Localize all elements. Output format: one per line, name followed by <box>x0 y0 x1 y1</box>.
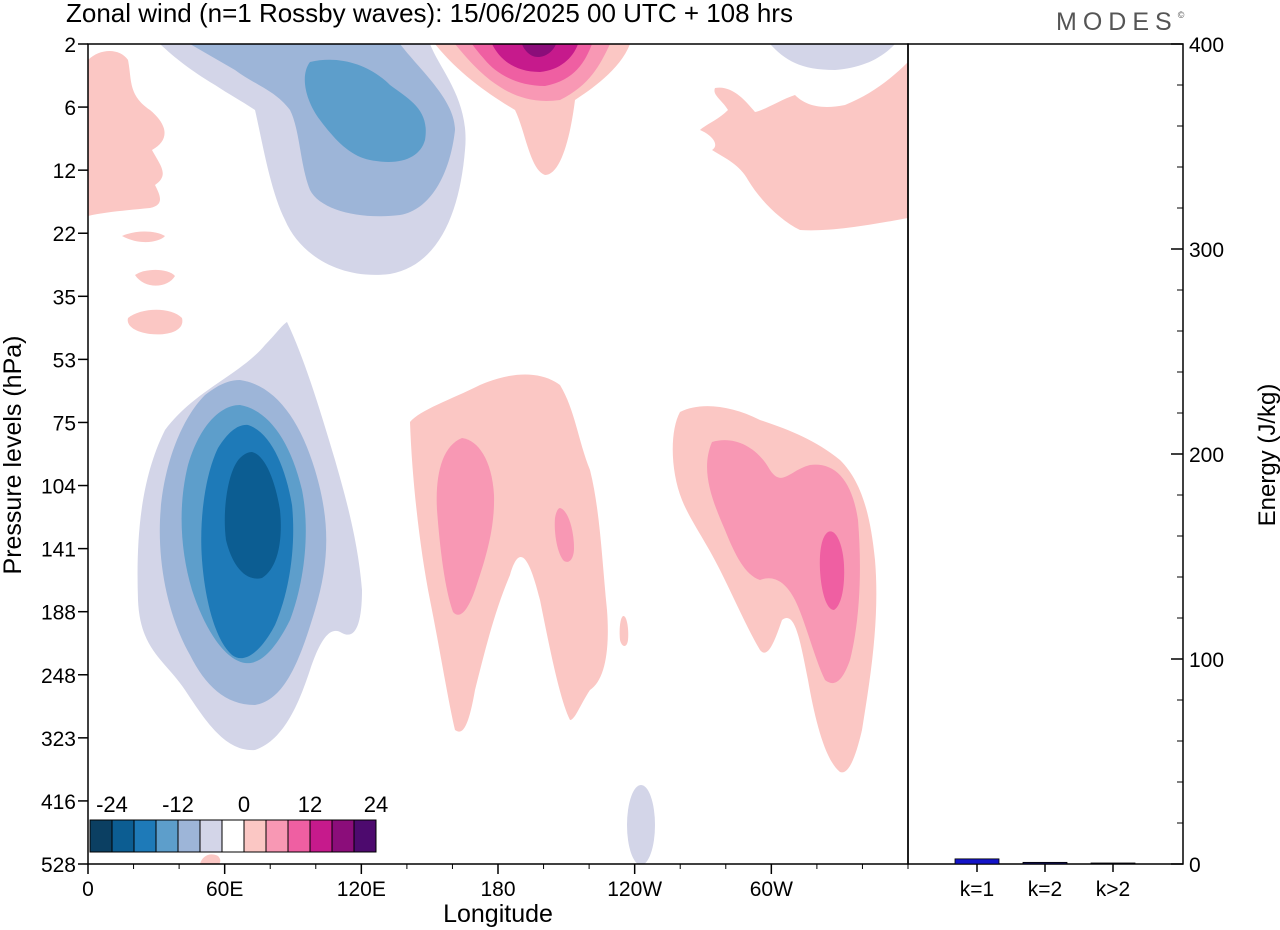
contour-pos-bottom <box>200 854 221 864</box>
colorbar-swatch <box>177 819 201 853</box>
y-tick-label: 141 <box>41 539 76 562</box>
energy-bar-k=2 <box>1022 861 1068 865</box>
energy-tick-label: 100 <box>1189 649 1224 672</box>
colorbar-swatch <box>243 819 267 853</box>
contour-pos-top-4 <box>492 44 578 72</box>
y-axis-label: Pressure levels (hPa) <box>0 336 27 575</box>
colorbar-swatch <box>265 819 289 853</box>
colorbar-tick-label: 12 <box>298 792 322 817</box>
energy-tick-label: 0 <box>1189 854 1201 877</box>
colorbar-tick-label: -24 <box>96 792 128 817</box>
y-tick-label: 6 <box>64 97 76 120</box>
colorbar-swatch <box>221 819 245 853</box>
contour-pos-left-1 <box>88 51 165 216</box>
energy-axis-ticks: 0 100 200 300 400 <box>1171 34 1224 877</box>
colorbar-swatch <box>331 819 355 853</box>
energy-tick-label: 200 <box>1189 444 1224 467</box>
x-axis-ticks: 0 60E 120E 180 120W 60W <box>82 864 909 901</box>
contour-neg-upper-3 <box>304 59 426 162</box>
energy-tick-label: 300 <box>1189 239 1224 262</box>
contour-pos-mid-2 <box>436 438 495 615</box>
contour-pos-right-4 <box>819 531 845 610</box>
colorbar-swatch <box>133 819 157 853</box>
colorbar-tick-label: 24 <box>364 792 388 817</box>
contour-neg-upper-5 <box>770 44 895 70</box>
contour-pos-mid-4 <box>619 615 629 646</box>
x-tick-label: 120W <box>607 878 662 901</box>
contour-pos-top-5 <box>522 44 556 57</box>
y-tick-label: 416 <box>41 791 76 814</box>
energy-bar-k>2 <box>1090 862 1136 865</box>
x-tick-label: 60W <box>750 878 793 901</box>
contour-pos-left-4 <box>127 309 183 335</box>
y-tick-label: 2 <box>64 34 76 57</box>
colorbar-swatch <box>155 819 179 853</box>
colorbar-swatch <box>353 819 377 853</box>
y-tick-label: 248 <box>41 665 76 688</box>
colorbar-swatch <box>111 819 135 853</box>
brand-logo: MODES© <box>1056 8 1184 37</box>
x-axis-label: Longitude <box>443 900 553 928</box>
energy-frame <box>907 43 1184 865</box>
colorbar-swatch <box>199 819 223 853</box>
bar-category-label: k=1 <box>960 878 994 901</box>
contour-pos-left-3 <box>135 269 175 286</box>
bar-category-label: k=2 <box>1028 878 1062 901</box>
y-tick-label: 528 <box>41 854 76 877</box>
colorbar-swatch <box>287 819 311 853</box>
y-tick-label: 35 <box>53 286 76 309</box>
y-tick-label: 53 <box>53 349 76 372</box>
contour-neg-small <box>627 785 655 864</box>
x-tick-label: 180 <box>480 878 515 901</box>
brand-mark: © <box>1177 10 1185 20</box>
bar-category-label: k>2 <box>1096 878 1130 901</box>
colorbar-swatch <box>89 819 113 853</box>
colorbar: -24 -12 0 12 24 <box>89 792 388 853</box>
contour-pos-mid-3 <box>554 508 574 562</box>
energy-bar-k=1 <box>954 858 1000 865</box>
wind-contours <box>88 44 908 864</box>
contour-pos-mid-1 <box>410 374 608 732</box>
x-tick-label: 0 <box>82 878 94 901</box>
colorbar-swatch <box>309 819 333 853</box>
y-tick-label: 75 <box>53 412 76 435</box>
contour-neg-lower-5 <box>224 452 281 579</box>
colorbar-tick-label: -12 <box>162 792 194 817</box>
x-tick-label: 120E <box>337 878 386 901</box>
contour-pos-right-3 <box>707 440 860 684</box>
brand-text: MODES <box>1056 8 1178 36</box>
y-tick-label: 188 <box>41 602 76 625</box>
energy-bars: k=1 k=2 k>2 <box>954 858 1136 901</box>
y-tick-label: 12 <box>53 160 76 183</box>
y-axis-ticks: 2 6 12 22 35 53 75 104 141 188 248 323 416 528 <box>41 34 88 877</box>
energy-tick-label: 400 <box>1189 34 1224 57</box>
chart-title: Zonal wind (n=1 Rossby waves): 15/06/202… <box>66 0 793 28</box>
energy-axis-label: Energy (J/kg) <box>1254 384 1280 527</box>
contour-pos-right-1 <box>700 62 908 231</box>
y-tick-label: 104 <box>41 476 76 499</box>
y-tick-label: 323 <box>41 728 76 751</box>
y-tick-label: 22 <box>53 223 76 246</box>
colorbar-tick-label: 0 <box>238 792 250 817</box>
contour-pos-left-2 <box>122 231 165 243</box>
x-tick-label: 60E <box>206 878 243 901</box>
